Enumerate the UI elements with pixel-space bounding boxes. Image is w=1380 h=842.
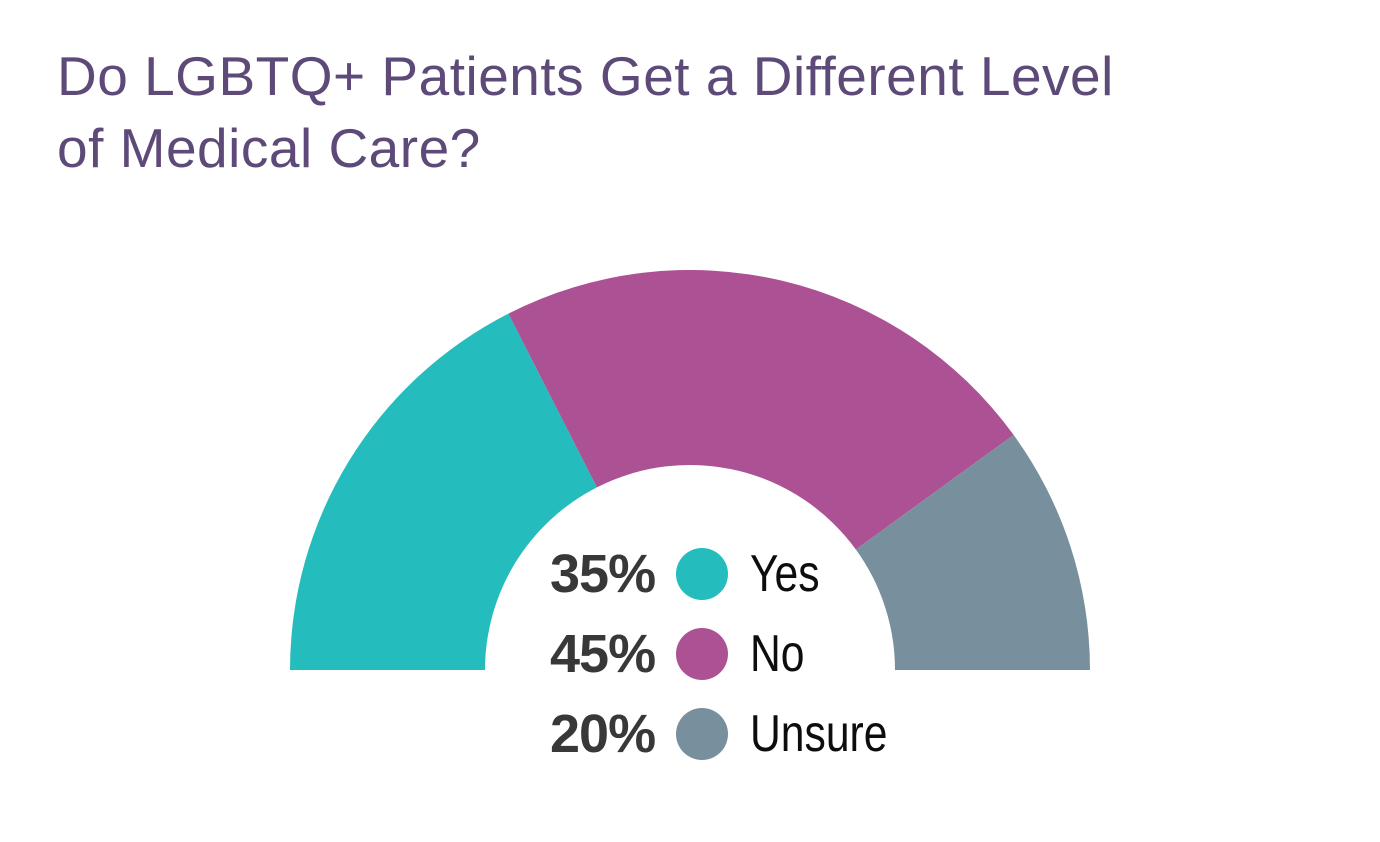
donut-segment-yes (290, 313, 597, 670)
legend-item-unsure: 20% Unsure (550, 704, 918, 764)
legend-dot-yes-icon (676, 548, 728, 600)
chart-title-line2: of Medical Care? (57, 117, 481, 179)
legend-percent-unsure: 20% (550, 704, 656, 764)
legend-item-no: 45% No (550, 624, 918, 684)
chart-legend: 35% Yes 45% No 20% Unsure (550, 544, 918, 764)
legend-label-unsure: Unsure (750, 705, 888, 763)
legend-dot-no-icon (676, 628, 728, 680)
chart-title-line1: Do LGBTQ+ Patients Get a Different Level (57, 45, 1114, 107)
legend-dot-unsure-icon (676, 708, 728, 760)
chart-title: Do LGBTQ+ Patients Get a Different Level… (57, 40, 1114, 184)
legend-item-yes: 35% Yes (550, 544, 918, 604)
legend-label-yes: Yes (750, 545, 820, 603)
legend-percent-yes: 35% (550, 544, 656, 604)
legend-percent-no: 45% (550, 624, 656, 684)
donut-segment-no (508, 270, 1014, 550)
legend-label-no: No (750, 625, 805, 683)
donut-segment-unsure (855, 434, 1090, 670)
